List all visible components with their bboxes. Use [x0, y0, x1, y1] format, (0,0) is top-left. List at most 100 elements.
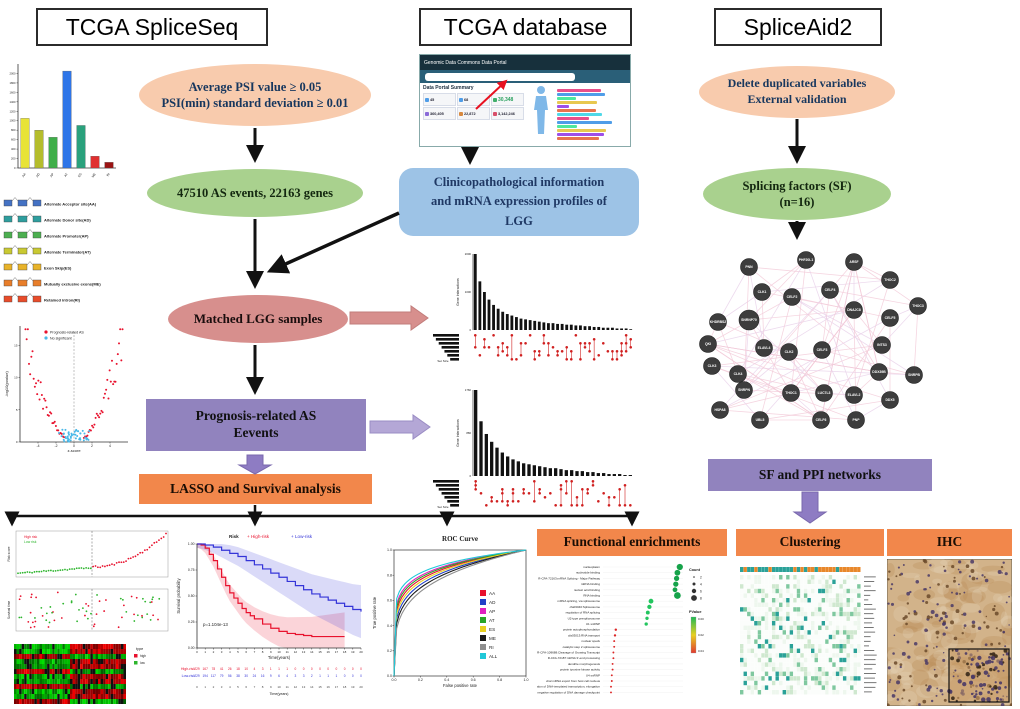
section-title-tcga-database: TCGA database: [419, 8, 632, 46]
svg-text:CELF2: CELF2: [787, 295, 798, 299]
clinico-line2: and mRNA expression profiles of: [431, 194, 607, 209]
svg-text:10: 10: [14, 376, 18, 380]
svg-text:0: 0: [352, 667, 354, 671]
as-events-ellipse: 47510 AS events, 22163 genes: [147, 169, 363, 217]
svg-text:1: 1: [336, 674, 338, 678]
stat-icon: [425, 111, 429, 116]
svg-text:167: 167: [203, 667, 209, 671]
svg-text:R-CFA-109688:Cleavage of Growi: R-CFA-109688:Cleavage of Growing Transcr…: [537, 651, 600, 655]
svg-text:4: 4: [229, 685, 231, 689]
svg-text:8: 8: [700, 596, 702, 600]
svg-text:Alternate Donor site(AD): Alternate Donor site(AD): [44, 218, 91, 223]
svg-text:AD: AD: [35, 172, 41, 178]
svg-text:0: 0: [14, 166, 16, 170]
svg-text:0.00: 0.00: [188, 646, 195, 650]
prognosis-line2: Eevents: [233, 425, 279, 440]
svg-text:1: 1: [270, 667, 272, 671]
svg-text:CELF5: CELF5: [885, 316, 896, 320]
svg-text:1: 1: [286, 667, 288, 671]
svg-text:1: 1: [204, 685, 206, 689]
gdc-body: Data Portal Summary 45 68 30,348 360,405 22,…: [420, 83, 630, 146]
svg-text:56: 56: [228, 674, 232, 678]
svg-text:19: 19: [351, 650, 355, 654]
svg-text:nucleoplasm: nucleoplasm: [583, 565, 600, 569]
svg-text:229: 229: [194, 667, 200, 671]
svg-text:catalytic step 2 spliceosome: catalytic step 2 spliceosome: [563, 645, 601, 649]
svg-text:ALL: ALL: [489, 654, 498, 659]
svg-text:3: 3: [295, 674, 297, 678]
ihc-micrograph: [887, 559, 1012, 706]
svg-text:High risk: High risk: [24, 535, 37, 539]
svg-text:negative regulation of DNA dam: negative regulation of DNA damage checkp…: [537, 690, 600, 694]
stat-value: 360,405: [430, 111, 444, 116]
case-bar: [557, 137, 600, 140]
svg-text:18: 18: [343, 685, 347, 689]
svg-text:Set Size: Set Size: [437, 359, 449, 363]
stat-icon: [459, 97, 463, 102]
svg-text:AT: AT: [489, 618, 495, 623]
svg-text:0.0: 0.0: [392, 678, 397, 682]
svg-text:0: 0: [344, 674, 346, 678]
svg-text:Low risk: Low risk: [24, 540, 37, 544]
clustering-heatmap: [736, 559, 884, 706]
svg-text:2: 2: [311, 674, 313, 678]
svg-text:0: 0: [469, 474, 471, 478]
svg-text:16: 16: [327, 685, 331, 689]
gdc-search-input[interactable]: [425, 72, 575, 81]
gdc-stat-tile: 68: [457, 93, 490, 106]
svg-text:CLK2: CLK2: [785, 350, 794, 354]
svg-text:AP: AP: [49, 172, 55, 178]
svg-text:SNRPN: SNRPN: [738, 388, 750, 392]
svg-text:0.75: 0.75: [188, 568, 195, 572]
case-bar: [557, 93, 606, 96]
svg-text:11: 11: [286, 685, 289, 689]
svg-text:0: 0: [295, 667, 297, 671]
sf-line2: (n=16): [779, 195, 815, 209]
svg-text:4: 4: [109, 444, 111, 448]
svg-text:Survival time: Survival time: [7, 601, 11, 619]
svg-text:protein tyrosine kinase activi: protein tyrosine kinase activity: [560, 668, 601, 672]
svg-text:positive regulation of DNA-tem: positive regulation of DNA-templated tra…: [537, 685, 600, 689]
svg-text:Alternate Acceptor site(AA): Alternate Acceptor site(AA): [44, 202, 97, 207]
svg-text:PNP: PNP: [853, 418, 861, 422]
svg-text:0: 0: [352, 674, 354, 678]
svg-text:0.2: 0.2: [418, 678, 423, 682]
gdc-stat-tile: 3,142,246: [491, 107, 524, 120]
clinico-line1: Clinicopathological information: [433, 174, 605, 189]
svg-text:cfa03013:RNA transport: cfa03013:RNA transport: [568, 633, 600, 637]
svg-text:AD: AD: [489, 600, 496, 605]
svg-text:3: 3: [303, 674, 305, 678]
svg-text:PHF20L1: PHF20L1: [799, 258, 814, 262]
roc-curve-plot: 0.00.0 0.2 0.2 0.4 0.4 0.6 0.6 0.8 0.8 1.0 1.0 ROC …: [368, 528, 535, 706]
svg-text:229: 229: [194, 674, 200, 678]
svg-text:0.04: 0.04: [698, 649, 704, 653]
svg-text:117: 117: [211, 674, 216, 678]
svg-text:1800: 1800: [10, 81, 16, 85]
stat-value: 68: [464, 97, 469, 102]
svg-text:8: 8: [262, 685, 264, 689]
svg-text:11: 11: [286, 650, 289, 654]
svg-text:AA: AA: [21, 172, 27, 178]
upset-plot-as-events: 2000 1000 0 Gene Interactions Set Size: [429, 246, 637, 364]
svg-text:2000: 2000: [465, 252, 472, 256]
svg-text:880: 880: [466, 431, 471, 435]
svg-text:0: 0: [344, 667, 346, 671]
gdc-search-bar: [420, 70, 630, 83]
svg-text:CLK4: CLK4: [734, 372, 743, 376]
svg-text:3: 3: [262, 667, 264, 671]
clustering-box: Clustering: [736, 529, 884, 556]
svg-text:U1 snRNP: U1 snRNP: [586, 622, 600, 626]
ppi-networks-box: SF and PPI networks: [708, 459, 932, 491]
lasso-text: LASSO and Survival analysis: [170, 480, 341, 496]
svg-text:2000: 2000: [10, 71, 16, 75]
stat-value: 45: [430, 97, 435, 102]
svg-text:78: 78: [212, 667, 216, 671]
svg-text:PValue: PValue: [689, 610, 701, 614]
clinico-line3: LGG: [505, 213, 533, 228]
svg-text:ES: ES: [489, 627, 495, 632]
gdc-summary-title: Data Portal Summary: [423, 85, 474, 91]
functional-text: Functional enrichments: [563, 534, 701, 550]
svg-text:1000: 1000: [10, 119, 16, 123]
case-bar: [557, 133, 604, 136]
